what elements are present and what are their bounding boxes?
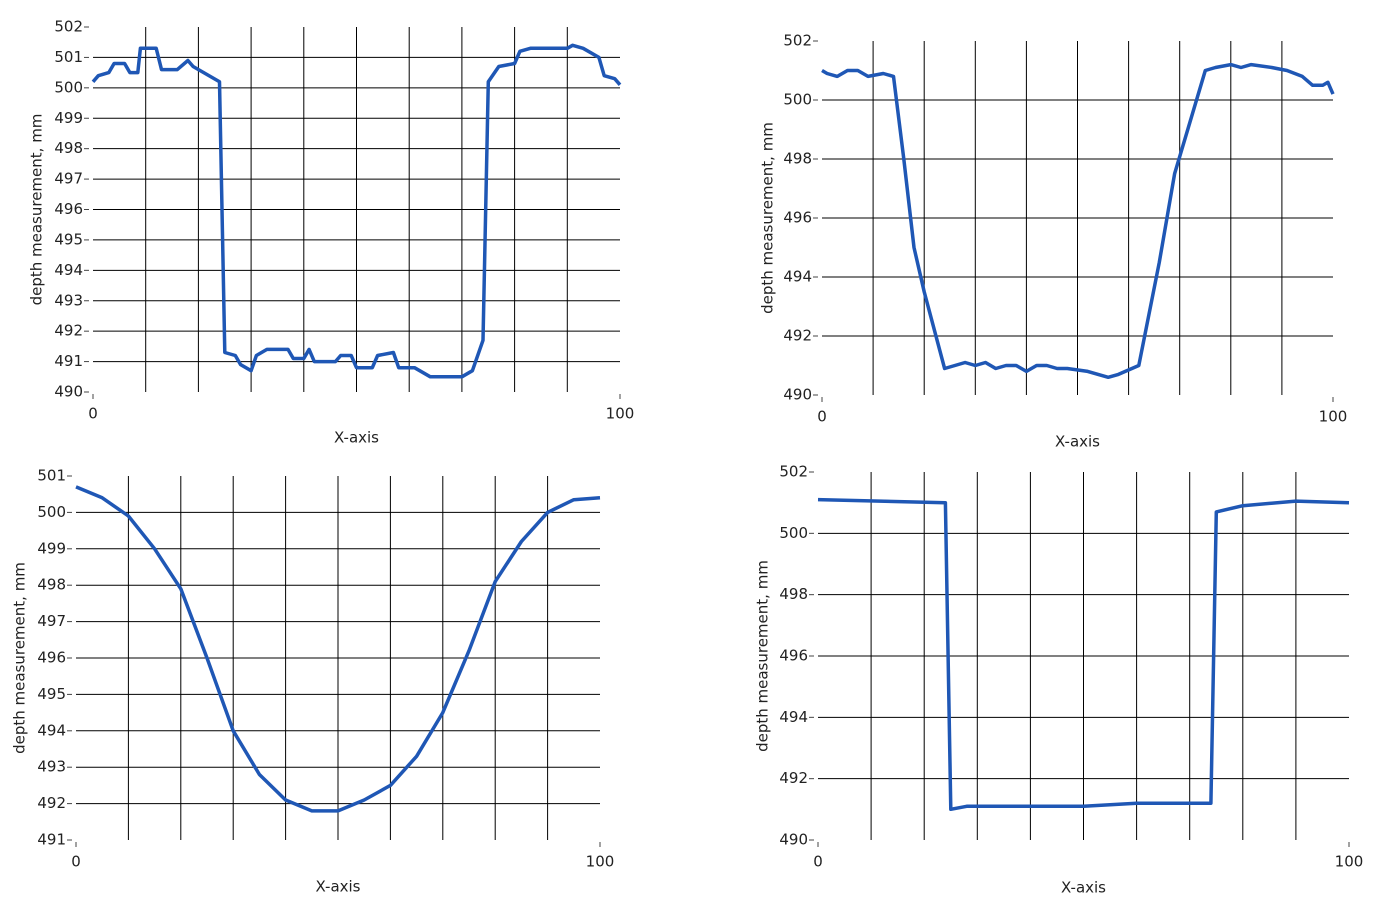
y-tick-label: 496 bbox=[54, 200, 83, 218]
y-tick-label: 497 bbox=[54, 170, 83, 188]
x-tick-label: 0 bbox=[71, 853, 81, 871]
x-axis-label: X-axis bbox=[1055, 433, 1100, 451]
x-tick-label: 100 bbox=[1319, 408, 1348, 426]
y-tick-label: 501 bbox=[54, 48, 83, 66]
y-tick-label: 496 bbox=[783, 209, 812, 227]
y-tick-label: 502 bbox=[54, 18, 83, 36]
y-tick-label: 495 bbox=[37, 685, 66, 703]
y-tick-label: 492 bbox=[783, 327, 812, 345]
y-tick-label: 500 bbox=[54, 78, 83, 96]
y-tick-label: 496 bbox=[37, 649, 66, 667]
data-line bbox=[91, 43, 622, 379]
y-tick-label: 500 bbox=[37, 503, 66, 521]
y-axis-label: depth measurement, mm bbox=[754, 560, 772, 752]
y-tick-label: 496 bbox=[779, 647, 808, 665]
y-tick-label: 492 bbox=[54, 322, 83, 340]
x-tick-label: 0 bbox=[88, 405, 98, 423]
y-tick-label: 498 bbox=[37, 576, 66, 594]
y-tick-label: 491 bbox=[54, 352, 83, 370]
y-tick-label: 494 bbox=[54, 261, 83, 279]
y-tick-label: 498 bbox=[54, 139, 83, 157]
y-tick-label: 499 bbox=[54, 109, 83, 127]
x-tick-label: 100 bbox=[586, 853, 615, 871]
y-axis-label: depth measurement, mm bbox=[28, 114, 46, 306]
y-tick-label: 497 bbox=[37, 612, 66, 630]
y-tick-label: 491 bbox=[37, 831, 66, 849]
x-tick-label: 0 bbox=[817, 408, 827, 426]
y-tick-label: 492 bbox=[779, 769, 808, 787]
y-tick-label: 494 bbox=[779, 708, 808, 726]
x-axis-label: X-axis bbox=[316, 878, 361, 896]
y-tick-label: 498 bbox=[779, 585, 808, 603]
y-tick-label: 495 bbox=[54, 230, 83, 248]
y-tick-label: 490 bbox=[783, 386, 812, 404]
x-axis-label: X-axis bbox=[334, 429, 379, 447]
y-axis-label: depth measurement, mm bbox=[11, 562, 29, 754]
x-tick-label: 0 bbox=[813, 853, 823, 871]
y-axis-label: depth measurement, mm bbox=[759, 122, 777, 314]
x-axis-label: X-axis bbox=[1061, 879, 1106, 897]
y-tick-label: 502 bbox=[783, 32, 812, 50]
y-tick-label: 498 bbox=[783, 150, 812, 168]
y-tick-label: 492 bbox=[37, 794, 66, 812]
x-tick-label: 100 bbox=[1335, 853, 1364, 871]
y-tick-label: 490 bbox=[779, 831, 808, 849]
y-tick-label: 499 bbox=[37, 539, 66, 557]
data-line bbox=[821, 62, 1335, 380]
y-tick-label: 490 bbox=[54, 383, 83, 401]
data-line bbox=[817, 497, 1350, 812]
y-tick-label: 494 bbox=[783, 268, 812, 286]
y-tick-label: 494 bbox=[37, 721, 66, 739]
data-line bbox=[75, 485, 601, 813]
y-tick-label: 493 bbox=[37, 758, 66, 776]
y-tick-label: 502 bbox=[779, 463, 808, 481]
y-tick-label: 500 bbox=[779, 524, 808, 542]
x-tick-label: 100 bbox=[606, 405, 635, 423]
y-tick-label: 500 bbox=[783, 91, 812, 109]
y-tick-label: 501 bbox=[37, 467, 66, 485]
y-tick-label: 493 bbox=[54, 291, 83, 309]
